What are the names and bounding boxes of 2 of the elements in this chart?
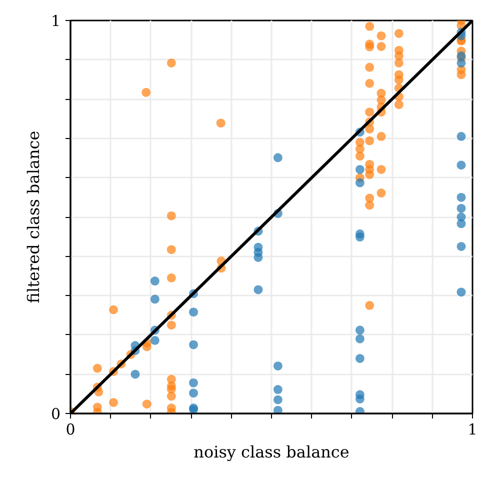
x-axis-title: noisy class balance bbox=[194, 442, 350, 462]
y-axis-title: filtered class balance bbox=[24, 130, 43, 304]
